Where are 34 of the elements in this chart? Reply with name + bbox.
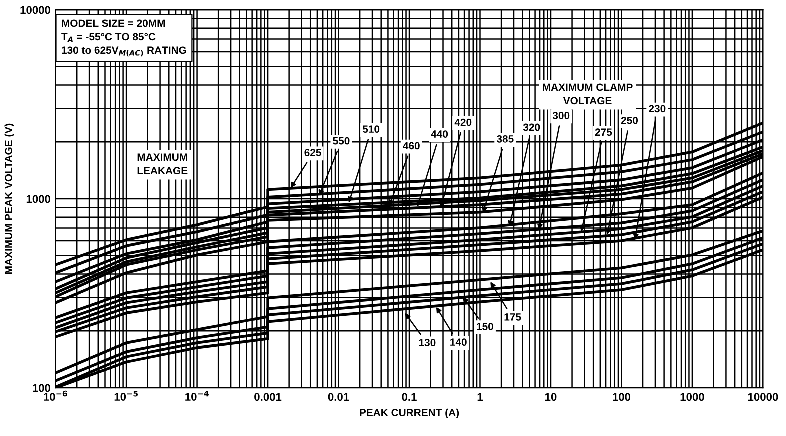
annotation: 625: [304, 149, 322, 156]
annotation: 460: [403, 142, 420, 150]
x-tick-label: 0.001: [254, 393, 282, 402]
annotation: 510: [362, 126, 380, 134]
annotation: MAXIMUM CLAMP VOLTAGE: [543, 84, 633, 105]
annotation: 130: [419, 339, 436, 347]
annotation: 150: [477, 323, 494, 330]
x-tick-label: 0.01: [328, 393, 350, 402]
x-tick-label: 100: [613, 393, 631, 402]
annotation: 300: [552, 112, 570, 120]
x-tick-label: 10: [546, 393, 557, 402]
x-tick-label: 0.1: [402, 393, 417, 402]
annotation: 420: [454, 118, 472, 126]
y-axis-title: MAXIMUM PEAK VOLTAGE (V): [4, 124, 14, 274]
annotation: 175: [504, 314, 522, 321]
x-tick-label: 10$^{−5}$: [114, 390, 138, 401]
annotation: 230: [649, 105, 666, 113]
annotation: 140: [450, 338, 467, 346]
annotation: 250: [621, 116, 638, 124]
annotation: 440: [431, 130, 448, 138]
annotation: 385: [496, 135, 514, 143]
x-axis-title: PEAK CURRENT (A): [360, 408, 460, 419]
x-tick-label: 10$^{−4}$: [186, 390, 209, 401]
annotation: 275: [595, 128, 612, 136]
y-tick-label: 1000: [26, 195, 50, 204]
x-tick-label: 1: [478, 393, 484, 401]
x-tick-label: 1000: [680, 393, 704, 402]
annotation: MAXIMUM LEAKAGE: [138, 154, 188, 175]
y-tick-label: 10000: [20, 6, 50, 14]
x-tick-label: 10000: [748, 393, 778, 402]
annotation: MODEL SIZE = 20MM T$_{A}$ = -55°C TO 85°C 130 to 625V$_{M(AC)}$ RATING: [62, 20, 186, 57]
annotation: 320: [523, 124, 540, 132]
y-tick-label: 100: [33, 384, 50, 392]
annotation: 550: [333, 137, 350, 145]
